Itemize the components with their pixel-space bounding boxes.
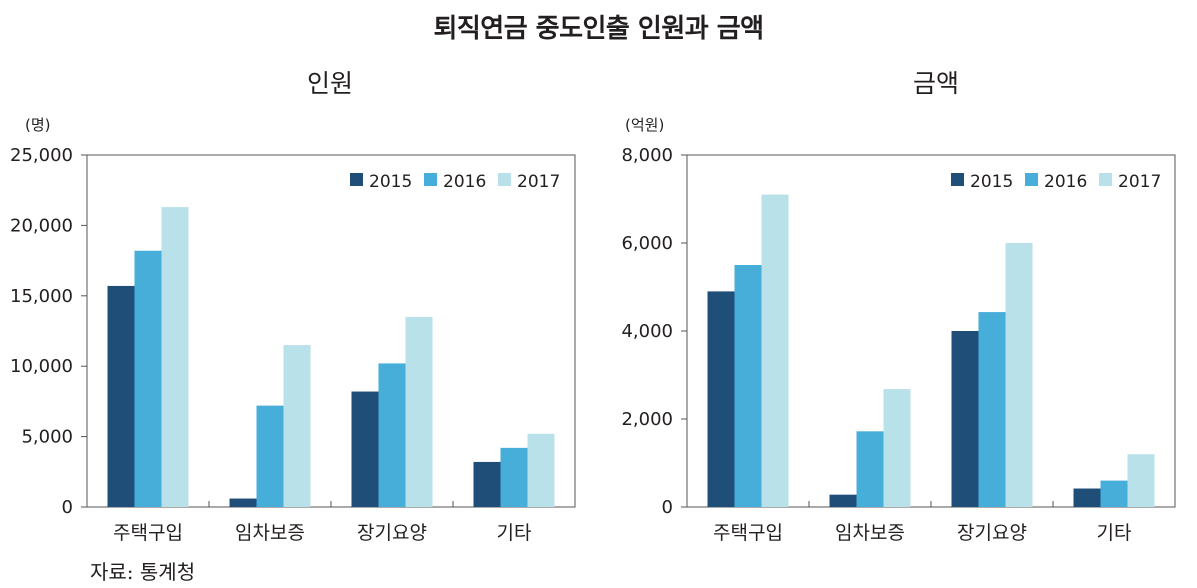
y-tick-label: 4,000 — [621, 321, 673, 342]
people-chart: 인원 (명) 0 5,000 10,000 15,000 20,000 25,000 주택구입 임… — [10, 69, 576, 544]
x-tick-label: 주택구입 — [113, 522, 183, 544]
legend-label: 2017 — [1118, 172, 1161, 192]
y-tick-label: 0 — [662, 497, 673, 518]
bar-2017 — [1127, 454, 1155, 507]
legend-label: 2016 — [1044, 172, 1087, 192]
legend-swatch-2016 — [1025, 173, 1038, 186]
bar-2016 — [856, 431, 884, 507]
legend-swatch-2015 — [350, 173, 363, 186]
x-tick-label: 주택구입 — [713, 522, 783, 544]
legend-label: 2015 — [970, 172, 1013, 192]
y-tick-label: 8,000 — [621, 145, 673, 166]
bar-2017 — [883, 389, 911, 507]
y-tick-label: 15,000 — [10, 286, 73, 307]
bar-2017 — [161, 207, 189, 507]
amount-chart: 금액 (억원) 0 2,000 4,000 6,000 8,000 주택구입 임차보증 장기요양 기… — [621, 69, 1176, 544]
bar-2017 — [283, 345, 311, 507]
bar-2015 — [229, 498, 257, 507]
x-tick-label: 기타 — [1097, 522, 1132, 544]
bar-2016 — [134, 250, 162, 507]
legend-label: 2015 — [369, 172, 412, 192]
x-tick-label: 임차보증 — [235, 522, 305, 544]
bar-2015 — [951, 331, 979, 507]
bar-2015 — [107, 285, 135, 507]
x-tick-label: 임차보증 — [835, 522, 905, 544]
bar-2015 — [473, 461, 501, 507]
bar-2016 — [378, 363, 406, 507]
bar-2016 — [978, 312, 1006, 507]
y-tick-label: 0 — [62, 497, 73, 518]
legend-swatch-2016 — [424, 173, 437, 186]
x-tick-label: 기타 — [497, 522, 532, 544]
chart-title: 금액 — [913, 69, 959, 98]
y-unit-label: (억원) — [625, 116, 664, 134]
legend-swatch-2017 — [1099, 173, 1112, 186]
bar-2016 — [256, 405, 284, 507]
y-tick-label: 10,000 — [10, 356, 73, 377]
legend-label: 2017 — [517, 172, 560, 192]
bar-2016 — [500, 447, 528, 507]
bar-2015 — [707, 291, 735, 507]
y-tick-label: 6,000 — [621, 233, 673, 254]
bar-2017 — [527, 433, 555, 507]
bar-2015 — [351, 391, 379, 507]
y-tick-label: 2,000 — [621, 409, 673, 430]
legend-swatch-2015 — [951, 173, 964, 186]
bar-2017 — [761, 194, 789, 507]
x-tick-label: 장기요양 — [957, 522, 1027, 544]
source-note: 자료: 통계청 — [90, 560, 196, 584]
legend-swatch-2017 — [498, 173, 511, 186]
page-title: 퇴직연금 중도인출 인원과 금액 — [433, 14, 764, 44]
bar-2017 — [405, 316, 433, 507]
x-tick-label: 장기요양 — [357, 522, 427, 544]
chart-title: 인원 — [307, 69, 353, 98]
legend-label: 2016 — [443, 172, 486, 192]
y-tick-label: 25,000 — [10, 145, 73, 166]
bar-2017 — [1005, 243, 1033, 507]
bar-2016 — [734, 265, 762, 507]
bar-2016 — [1100, 480, 1128, 507]
y-tick-label: 20,000 — [10, 215, 73, 236]
bar-2015 — [829, 494, 857, 507]
y-tick-label: 5,000 — [21, 427, 73, 448]
y-unit-label: (명) — [25, 116, 51, 134]
bar-2015 — [1073, 488, 1101, 507]
